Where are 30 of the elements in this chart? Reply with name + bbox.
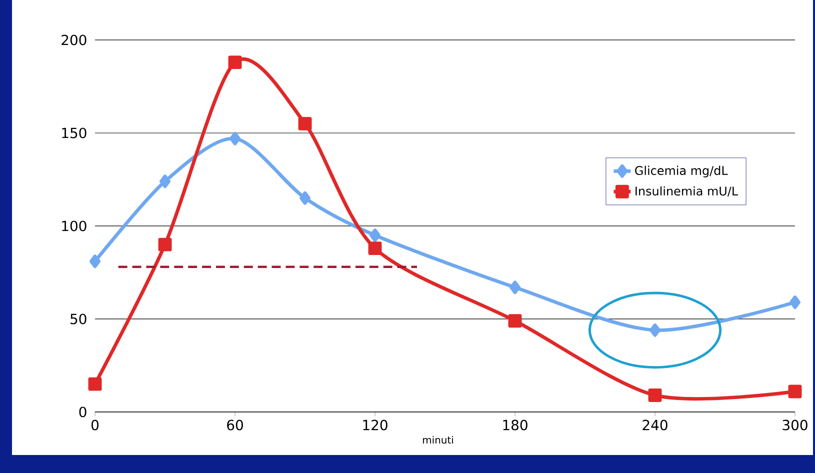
point: [788, 384, 802, 398]
point: [508, 314, 522, 328]
x-tick-label: 180: [503, 420, 528, 430]
point: [790, 296, 800, 309]
x-tick-label: 300: [782, 420, 808, 430]
point: [88, 377, 102, 391]
point: [298, 116, 312, 130]
y-tick-label: 50: [70, 314, 86, 324]
y-tick-label: 150: [62, 128, 86, 138]
x-axis-title: minuti: [423, 436, 453, 444]
point: [90, 254, 100, 268]
x-tick-label: 240: [642, 420, 668, 430]
y-tick-label: 0: [79, 406, 86, 418]
point: [230, 132, 240, 146]
x-tick-label: 120: [363, 420, 388, 430]
point: [158, 238, 172, 252]
y-tick-label: 100: [62, 220, 86, 232]
point: [228, 56, 242, 70]
x-tick-label: 0: [91, 420, 99, 430]
legend-label: Insulinemia mU/L: [636, 186, 738, 197]
point: [300, 191, 310, 205]
y-tick-label: 200: [62, 34, 86, 46]
point: [650, 323, 660, 337]
x-tick-label: 60: [227, 420, 243, 430]
point: [160, 174, 170, 188]
point: [370, 228, 380, 242]
point: [510, 280, 520, 294]
point: [648, 388, 662, 402]
point: [368, 242, 382, 256]
legend-label: Glicemia mg/dL: [635, 166, 728, 178]
